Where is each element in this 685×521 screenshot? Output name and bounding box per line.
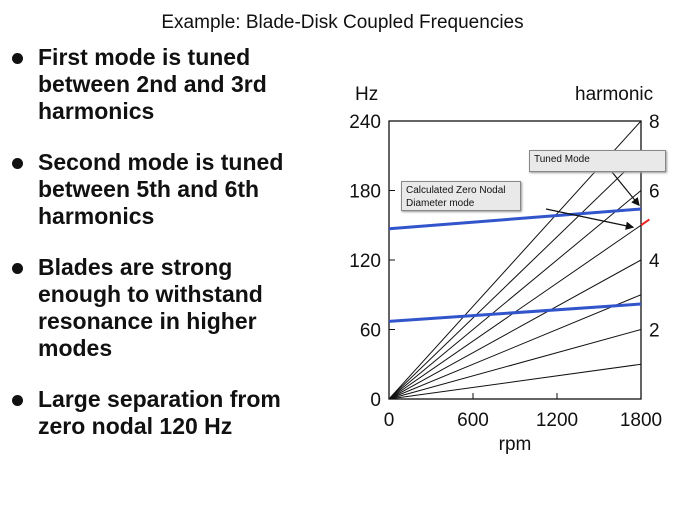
bullet-item: Second mode is tuned between 5th and 6th… xyxy=(12,149,312,230)
bullet-text: First mode is tuned between 2nd and 3rd … xyxy=(38,44,267,124)
harmonic-axis-label: harmonic xyxy=(575,84,653,105)
bullet-dot-icon xyxy=(12,263,23,274)
harmonic-line xyxy=(388,329,642,400)
tuned-mode-arrow xyxy=(611,171,640,207)
harmonic-line xyxy=(388,363,642,400)
bullet-dot-icon xyxy=(12,158,23,169)
tuned-mode-segment xyxy=(640,218,650,227)
x-tick-label: 0 xyxy=(384,410,395,431)
zero-nodal-annotation: Calculated Zero Nodal Diameter mode xyxy=(401,181,521,211)
y-tick-label: 180 xyxy=(349,182,381,203)
y-tick-label: 120 xyxy=(349,251,381,272)
harmonic-line xyxy=(388,259,642,400)
x-tick-label: 1200 xyxy=(536,410,578,431)
bullet-item: First mode is tuned between 2nd and 3rd … xyxy=(12,44,312,125)
x-axis-label: rpm xyxy=(499,434,532,455)
bullet-item: Large separation from zero nodal 120 Hz xyxy=(12,386,312,440)
harmonic-label: 8 xyxy=(649,112,660,133)
y-tick-label: 60 xyxy=(360,321,381,342)
mode-frequency-line xyxy=(388,302,642,323)
x-tick-label: 600 xyxy=(457,410,489,431)
harmonic-line xyxy=(388,155,642,400)
slide-title: Example: Blade-Disk Coupled Frequencies xyxy=(161,12,524,33)
harmonic-line xyxy=(388,294,642,400)
y-tick-label: 240 xyxy=(349,112,381,133)
harmonic-label: 6 xyxy=(649,182,660,203)
harmonic-label: 4 xyxy=(649,251,660,272)
y-axis-label: Hz xyxy=(355,84,378,105)
y-tick-label: 0 xyxy=(370,390,381,411)
bullet-dot-icon xyxy=(12,395,23,406)
bullet-text: Blades are strong enough to withstand re… xyxy=(38,254,263,361)
bullet-text: Second mode is tuned between 5th and 6th… xyxy=(38,149,284,229)
mode-frequency-line xyxy=(388,207,642,231)
zero-nodal-arrow xyxy=(545,208,635,230)
bullet-text: Large separation from zero nodal 120 Hz xyxy=(38,386,281,439)
bullet-list: First mode is tuned between 2nd and 3rd … xyxy=(12,44,312,440)
bullet-item: Blades are strong enough to withstand re… xyxy=(12,254,312,362)
harmonic-line xyxy=(388,190,642,400)
bullet-dot-icon xyxy=(12,53,23,64)
harmonic-label: 2 xyxy=(649,321,660,342)
x-tick-label: 1800 xyxy=(620,410,662,431)
tuned-mode-annotation: Tuned Mode xyxy=(529,150,666,172)
